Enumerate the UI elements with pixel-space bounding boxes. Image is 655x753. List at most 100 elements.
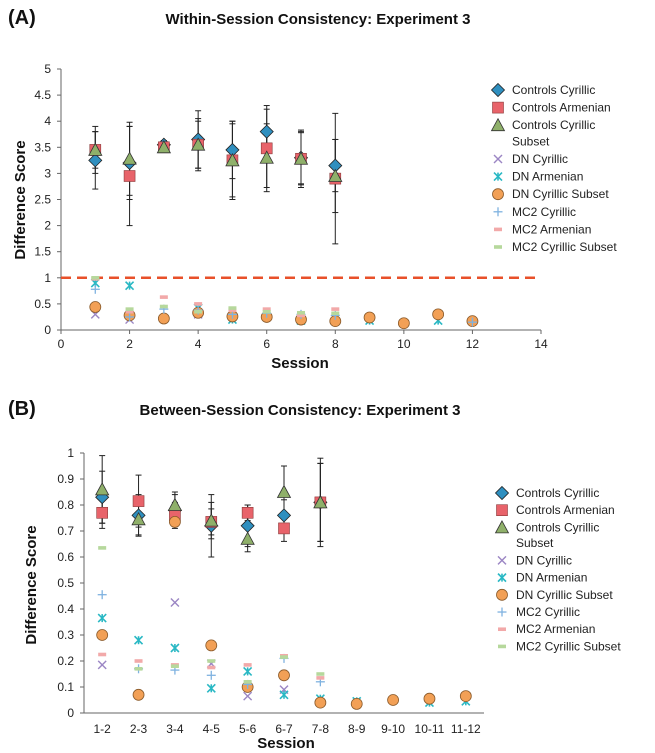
panel-b-point-dn-armenian	[97, 613, 107, 623]
panel-b-point-dn-armenian	[170, 643, 180, 653]
panel-a-point-mc2-cyrillic	[90, 284, 100, 294]
panel-b-point-mc2-cyrillic	[206, 670, 216, 680]
panel-a-point-controls-cyrillic-subset	[122, 151, 137, 165]
panel-a-legend-label: MC2 Cyrillic Subset	[512, 240, 617, 254]
panel-b-xtick-label: 9-10	[381, 722, 405, 736]
panel-b-point-controls-armenian	[132, 495, 145, 507]
panel-b-point-mc2-cyrillic-subset	[98, 546, 107, 550]
panel-a-legend-label: Controls Cyrillic	[512, 118, 595, 132]
panel-b-legend-label: DN Armenian	[516, 571, 587, 585]
panel-b-point-dn-cyrillic	[97, 660, 107, 670]
panel-b-legend-marker	[497, 607, 507, 617]
panel-a-point-controls-cyrillic-subset	[328, 168, 343, 182]
panel-b-ytick-label: 0.9	[57, 472, 74, 486]
panel-b-point-mc2-cyrillic-subset	[243, 680, 252, 684]
panel-b-xtick-label: 8-9	[348, 722, 366, 736]
panel-a-legend-label: DN Armenian	[512, 170, 583, 184]
panel-a-point-dn-cyrillic-subset	[397, 317, 410, 330]
panel-b-point-dn-cyrillic-subset	[314, 696, 327, 709]
panel-b-legend-marker	[497, 573, 507, 583]
panel-a-point-controls-armenian	[123, 170, 136, 182]
panel-b-point-controls-cyrillic-subset	[167, 497, 183, 511]
panel-a-point-mc2-cyrillic	[467, 317, 477, 327]
panel-a-point-controls-cyrillic-subset	[156, 139, 172, 154]
panel-a-legend-marker	[492, 101, 504, 114]
panel-b-point-mc2-cyrillic-subset	[316, 672, 325, 676]
panel-a-xtick-label: 8	[332, 337, 339, 351]
panel-a-legend-label: DN Cyrillic Subset	[512, 187, 609, 201]
panel-b-ylabel: Difference Score	[23, 525, 40, 644]
panel-b-point-mc2-cyrillic-subset	[207, 659, 216, 663]
panel-b-title: Between-Session Consistency: Experiment …	[140, 402, 461, 419]
panel-b-point-mc2-armenian	[243, 663, 252, 667]
panel-a-legend-marker	[494, 245, 502, 249]
panel-b-point-mc2-cyrillic-subset	[280, 655, 288, 659]
panel-a-point-controls-cyrillic	[259, 124, 274, 139]
panel-b-ytick-label: 0	[67, 706, 74, 720]
panel-a-ytick-label: 2.5	[34, 193, 51, 207]
panel-a-legend-label: DN Cyrillic	[512, 152, 568, 166]
panel-b-legend-label: MC2 Cyrillic Subset	[516, 639, 621, 653]
panel-b-legend-label: Controls Cyrillic	[516, 486, 599, 500]
panel-a-ytick-label: 2	[44, 219, 51, 233]
panel-a-xtick-label: 10	[397, 337, 411, 351]
panel-a-point-controls-cyrillic-subset	[293, 151, 309, 165]
panel-b-xtick-label: 5-6	[239, 722, 257, 736]
panel-a-point-controls-cyrillic	[88, 153, 103, 168]
panel-a-ytick-label: 4	[44, 114, 51, 128]
panel-a-point-controls-cyrillic-subset	[225, 153, 240, 167]
panel-a-xlabel: Session	[271, 355, 329, 372]
panel-a-legend-label: Controls Armenian	[512, 101, 611, 115]
panel-b-xtick-label: 4-5	[203, 722, 221, 736]
panel-b-legend-marker	[494, 485, 510, 501]
panel-b-point-dn-cyrillic-subset	[132, 688, 145, 701]
panel-a-ytick-label: 1	[44, 271, 51, 285]
panel-b-legend-marker	[498, 627, 506, 632]
panel-a-legend-label-cont: Subset	[512, 134, 550, 148]
panel-a-ytick-label: 3.5	[34, 140, 51, 154]
panel-a-point-dn-cyrillic-subset	[89, 301, 102, 313]
panel-b-xtick-label: 11-12	[451, 722, 481, 736]
panel-b-xtick-label: 1-2	[94, 722, 112, 736]
panel-a-ytick-label: 0.5	[34, 297, 51, 311]
panel-b-point-controls-cyrillic-subset	[131, 511, 146, 526]
panel-a-legend-label: MC2 Armenian	[512, 222, 591, 236]
panel-b-legend-label: MC2 Armenian	[516, 622, 595, 636]
panel-a-point-mc2-cyrillic-subset	[262, 309, 271, 314]
panel-b-ytick-label: 0.4	[57, 602, 74, 616]
panel-b-point-dn-cyrillic	[170, 598, 180, 607]
panel-a-xtick-label: 6	[263, 337, 270, 351]
panel-a-point-mc2-armenian	[125, 309, 134, 314]
panel-b-point-dn-cyrillic-subset	[459, 690, 472, 702]
panel-b-ytick-label: 0.1	[57, 680, 74, 694]
panel-b-legend-label: Controls Armenian	[516, 503, 615, 517]
panel-a-xtick-label: 0	[58, 337, 65, 351]
panel-b-legend-marker	[497, 555, 507, 565]
panel-b-point-dn-cyrillic-subset	[96, 629, 109, 641]
panel-b-legend-marker	[494, 520, 510, 534]
panel-b-point-dn-cyrillic-subset	[423, 692, 436, 705]
panel-b-legend-label: DN Cyrillic	[516, 553, 572, 567]
panel-b-point-dn-armenian	[279, 690, 289, 700]
panel-a-legend-marker	[493, 154, 503, 164]
panel-a-ytick-label: 1.5	[34, 245, 51, 259]
panel-a-point-controls-cyrillic-subset	[190, 137, 206, 151]
panel-a-point-mc2-armenian	[297, 313, 305, 318]
panel-b-point-dn-armenian	[243, 666, 253, 676]
panel-a-legend-label: MC2 Cyrillic	[512, 205, 576, 219]
panel-b-legend-label: DN Cyrillic Subset	[516, 588, 613, 602]
panel-a-point-mc2-armenian	[194, 302, 203, 306]
panel-a-point-dn-cyrillic-subset	[363, 311, 376, 324]
panel-b-point-mc2-armenian	[207, 665, 216, 670]
panel-a-point-mc2-cyrillic-subset	[297, 310, 305, 315]
panel-b-point-controls-cyrillic	[276, 508, 292, 523]
panel-b-point-controls-cyrillic-subset	[204, 513, 219, 527]
panel-b-point-controls-armenian	[278, 522, 290, 535]
panel-b-point-controls-armenian	[96, 506, 108, 519]
panel-b-point-mc2-cyrillic	[97, 590, 107, 600]
panel-a-xtick-label: 4	[195, 337, 202, 351]
panel-b-point-dn-cyrillic-subset	[205, 639, 218, 652]
panel-a-label: (A)	[8, 7, 36, 29]
panel-a-title: Within-Session Consistency: Experiment 3	[166, 11, 471, 28]
panel-a-point-controls-cyrillic-subset	[88, 142, 103, 156]
